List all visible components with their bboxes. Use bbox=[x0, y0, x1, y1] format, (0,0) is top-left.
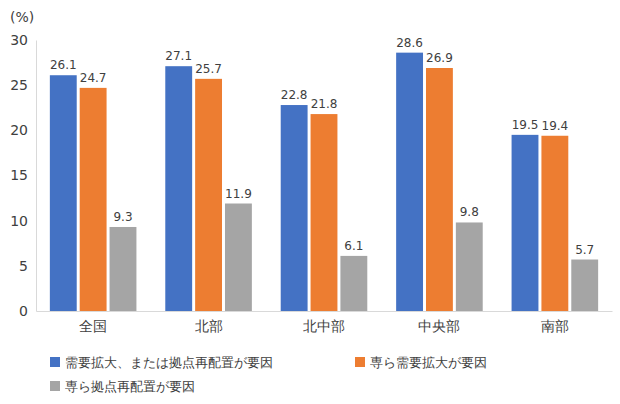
data-label: 9.3 bbox=[113, 210, 132, 224]
legend-label: 専ら拠点再配置が要因 bbox=[65, 379, 195, 394]
data-label: 24.7 bbox=[80, 71, 107, 85]
y-tick: 30 bbox=[10, 32, 36, 48]
y-tick-label: 15 bbox=[10, 167, 28, 183]
y-tick-label: 10 bbox=[10, 213, 28, 229]
bar bbox=[340, 256, 367, 311]
y-tick-label: 20 bbox=[10, 122, 28, 138]
x-tick: 全国 bbox=[79, 311, 107, 334]
y-tick: 10 bbox=[10, 213, 36, 229]
x-tick-label: 北部 bbox=[195, 318, 223, 334]
data-label: 19.4 bbox=[542, 119, 569, 133]
data-label: 9.8 bbox=[460, 205, 479, 219]
bar bbox=[571, 260, 598, 311]
data-label: 6.1 bbox=[344, 239, 363, 253]
y-tick-label: 5 bbox=[19, 258, 28, 274]
bar bbox=[281, 105, 308, 311]
y-tick-label: 30 bbox=[10, 32, 28, 48]
data-label: 25.7 bbox=[195, 62, 222, 76]
y-tick: 20 bbox=[10, 122, 36, 138]
x-tick-label: 南部 bbox=[541, 318, 569, 334]
data-label: 26.1 bbox=[50, 58, 77, 72]
data-label: 28.6 bbox=[396, 36, 423, 50]
data-label: 21.8 bbox=[311, 97, 338, 111]
legend-item: 専ら需要拡大が要因 bbox=[355, 355, 487, 370]
data-label: 27.1 bbox=[165, 49, 192, 63]
y-axis: 0 5 10 15 20 25 30 bbox=[10, 32, 36, 319]
bar bbox=[80, 88, 107, 311]
x-tick: 南部 bbox=[541, 311, 569, 334]
x-tick: 中央部 bbox=[418, 311, 460, 334]
legend-swatch bbox=[355, 357, 365, 367]
bars bbox=[50, 53, 598, 311]
data-label: 11.9 bbox=[225, 187, 252, 201]
y-tick-label: 0 bbox=[19, 303, 28, 319]
x-tick-label: 中央部 bbox=[418, 318, 460, 334]
y-tick: 15 bbox=[10, 167, 36, 183]
x-axis: 全国 北部 北中部 中央部 南部 bbox=[37, 311, 613, 334]
data-label: 5.7 bbox=[575, 243, 594, 257]
y-tick: 5 bbox=[19, 258, 36, 274]
data-labels: 26.1 27.1 22.8 28.6 19.5 24.7 25.7 21.8 26.9 19.4… bbox=[50, 36, 594, 257]
data-label: 26.9 bbox=[426, 51, 453, 65]
x-tick: 北部 bbox=[195, 311, 223, 334]
x-axis-line bbox=[37, 311, 613, 312]
bar bbox=[311, 114, 338, 311]
y-tick: 0 bbox=[19, 303, 36, 319]
bar bbox=[426, 68, 453, 311]
y-tick: 25 bbox=[10, 77, 36, 93]
legend-swatch bbox=[50, 357, 60, 367]
bar bbox=[110, 227, 137, 311]
legend-item: 専ら拠点再配置が要因 bbox=[50, 379, 195, 394]
legend: 需要拡大、または拠点再配置が要因 専ら需要拡大が要因専ら拠点再配置が要因 bbox=[50, 355, 487, 394]
x-tick-label: 全国 bbox=[79, 318, 107, 334]
legend-swatch bbox=[50, 381, 60, 391]
y-tick-label: 25 bbox=[10, 77, 28, 93]
bar bbox=[512, 135, 539, 311]
data-label: 19.5 bbox=[512, 118, 539, 132]
bar bbox=[195, 79, 222, 311]
legend-label: 専ら需要拡大が要因 bbox=[370, 355, 487, 370]
bar bbox=[456, 222, 483, 311]
x-tick-label: 北中部 bbox=[303, 318, 345, 334]
bar bbox=[541, 136, 568, 311]
bar bbox=[225, 204, 252, 311]
bar bbox=[396, 53, 423, 311]
legend-item: 需要拡大、または拠点再配置が要因 bbox=[50, 355, 273, 370]
bar bbox=[50, 75, 77, 311]
x-tick: 北中部 bbox=[303, 311, 345, 334]
y-axis-line bbox=[36, 41, 37, 312]
legend-label: 需要拡大、または拠点再配置が要因 bbox=[65, 355, 273, 370]
y-axis-label: (%) bbox=[10, 9, 34, 25]
bar bbox=[165, 66, 192, 311]
data-label: 22.8 bbox=[281, 88, 308, 102]
chart: 051015202530(%)全国北部北中部中央部南部26.127.122.82… bbox=[0, 0, 620, 404]
